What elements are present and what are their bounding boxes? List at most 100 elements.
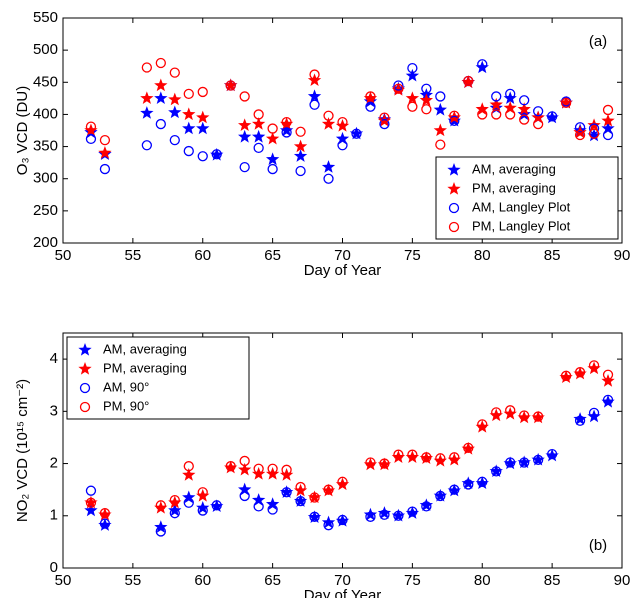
x-tick-label: 60 [194,572,211,589]
star-marker [503,406,517,420]
circle-marker [99,518,111,529]
star-marker [279,123,294,137]
star-marker [321,483,336,497]
circle-marker [533,411,544,422]
legend-box [66,336,250,420]
star-marker [293,494,308,507]
panel-annotation: (b) [589,537,607,554]
star-marker [475,102,489,115]
circle-marker [155,526,166,537]
legend: AM, averaging PM, averaging AM, 90° PM, 90° [66,336,250,420]
legend-label: PM, averaging [472,180,556,195]
circle-marker [533,118,544,130]
star-marker [224,78,238,92]
x-tick-label: 60 [194,247,211,264]
circle-marker [253,501,264,512]
panel-annotation: (a) [589,33,607,50]
circle-marker [183,461,194,472]
circle-marker [211,149,222,160]
circle-marker [197,86,208,98]
subplot: 50 55 60 65 70 75 80 85 90 200 250 300 350 400 450 500 5… [14,9,630,279]
circle-marker [407,449,418,460]
circle-marker [141,140,153,151]
circle-marker [421,501,432,512]
circle-marker [99,134,111,146]
star-marker [168,495,182,509]
y-tick-label: 450 [33,73,58,90]
circle-marker [463,75,474,87]
star-marker [531,110,545,124]
circle-marker [407,101,418,112]
star-marker [182,490,196,504]
circle-marker [505,405,516,416]
star-marker [98,518,112,531]
y-tick-label: 250 [33,202,58,219]
star-marker [419,93,434,106]
circle-marker [253,109,264,120]
star-marker [224,460,238,474]
star-marker [419,498,434,511]
circle-marker [602,369,614,380]
circle-marker [588,128,600,139]
star-marker [489,97,503,111]
star-marker [140,91,154,105]
circle-marker [197,505,208,516]
circle-marker [323,173,334,184]
star-marker [182,107,196,121]
circle-marker [267,123,278,134]
circle-marker [267,163,278,175]
circle-marker [351,128,362,139]
star-marker [238,462,252,476]
star-marker [531,410,545,424]
star-marker [307,89,322,103]
star-marker [196,500,210,514]
y-tick-label: 500 [33,41,58,58]
star-marker [335,119,350,132]
circle-marker [560,370,572,381]
legend-label: AM, 90° [103,379,149,394]
circle-marker [393,83,404,94]
circle-marker [281,116,292,128]
star-marker [265,131,280,145]
circle-marker [463,479,474,490]
circle-marker [560,97,572,109]
star-marker [363,91,378,105]
circle-marker [407,62,418,74]
y-tick-label: 550 [33,9,58,26]
star-marker [335,131,350,145]
circle-marker [449,110,460,121]
circle-marker [448,221,460,233]
star-marker [182,468,196,481]
star-marker [363,507,378,521]
circle-marker [393,80,404,91]
circle-marker [155,118,166,130]
legend-box [435,156,619,240]
star-marker [196,110,210,124]
star-marker [293,139,308,153]
star-marker [363,457,378,471]
circle-marker [477,419,488,430]
circle-marker [183,497,194,508]
star-marker [461,476,475,490]
star-marker [279,117,294,130]
star-marker [377,506,392,519]
circle-marker [463,442,474,454]
circle-marker [337,476,348,487]
star-marker [210,499,224,513]
circle-marker [295,165,306,177]
circle-marker [309,99,320,110]
star-marker [447,163,461,176]
star-marker [475,476,489,490]
star-marker [238,129,252,143]
star-marker [78,343,92,356]
circle-marker [519,95,530,106]
x-tick-label: 80 [474,572,491,589]
circle-marker [421,452,432,463]
x-axis-label: Day of Year [304,587,382,598]
circle-marker [477,476,488,487]
star-marker [601,394,615,408]
y-tick-label: 400 [33,105,58,122]
star-marker [182,121,196,135]
star-marker [238,118,252,132]
circle-marker [309,69,320,80]
